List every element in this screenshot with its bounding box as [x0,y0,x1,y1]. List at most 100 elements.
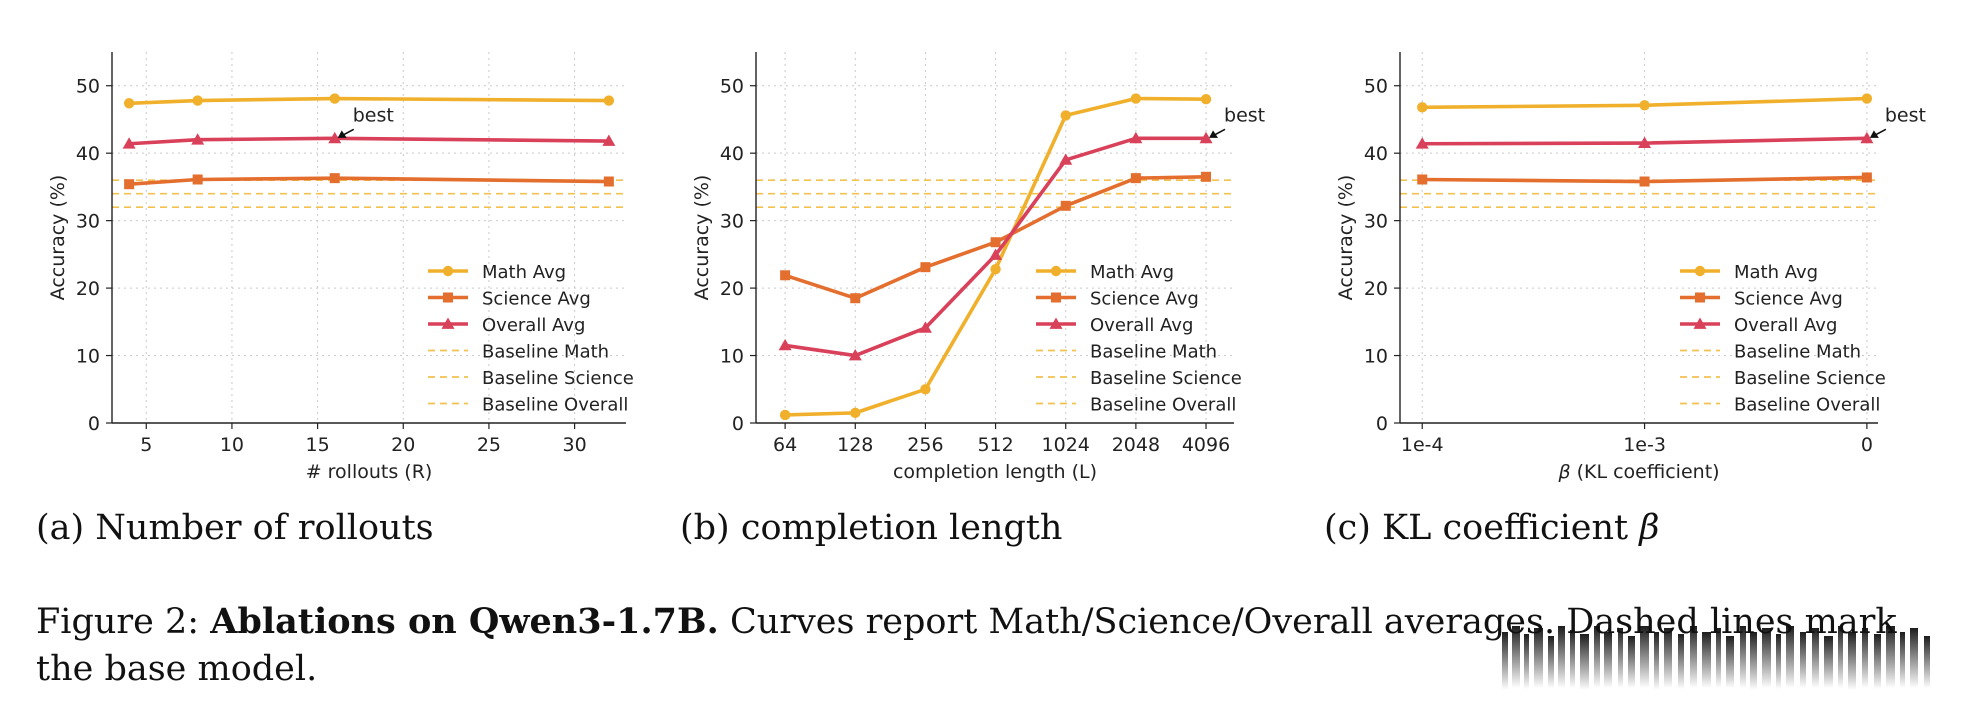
series-math [1417,93,1873,113]
subcaption-c-text: (c) KL coefficient [1324,508,1629,548]
y-axis-label: Accuracy (%) [691,175,713,301]
x-tick-label-1: 10 [220,434,244,456]
y-tick-label-0: 0 [88,413,100,435]
watermark-graphic [1502,626,1930,690]
series-line-science [127,176,611,187]
y-tick-label-0: 0 [1376,413,1388,435]
legend-label-science: Science Avg [1734,289,1843,310]
data-point-science-0 [124,179,135,190]
legend-label-baseline-1: Baseline Science [1734,368,1886,389]
annotation-arrowhead [1209,130,1219,138]
y-tick-label-0: 0 [732,413,744,435]
y-tick-label-3: 30 [720,211,744,233]
data-point-science-4 [1060,200,1071,211]
data-point-overall-0 [1415,137,1429,149]
legend-marker-math [442,265,454,277]
legend-label-science: Science Avg [1090,289,1199,310]
x-tick-label-6: 4096 [1182,434,1230,456]
data-point-math-3 [603,95,615,106]
x-axis-label: β (KL coefficient) [1557,461,1719,483]
data-point-math-6 [1200,94,1212,105]
data-point-science-2 [1861,172,1872,183]
x-tick-label-2: 15 [306,434,330,456]
data-point-math-0 [123,98,135,109]
data-point-overall-0 [122,137,136,149]
series-line-math [127,96,611,106]
chart-c: 1e-4 1e-3 0 0 10 20 30 40 50 Accuracy (%) β (KL co… [1335,52,1926,483]
legend-label-baseline-0: Baseline Math [482,342,609,363]
legend-marker-overall [1693,317,1707,329]
legend-label-science: Science Avg [482,289,591,310]
y-tick-label-3: 30 [76,211,100,233]
series-math [123,93,615,109]
legend: Math Avg Science Avg Overall Avg Baseline M… [428,262,634,416]
legend-label-baseline-1: Baseline Science [1090,368,1242,389]
legend-marker-math [1694,265,1706,277]
y-tick-label-2: 20 [720,278,744,300]
x-tick-label-5: 30 [563,434,587,456]
y-tick-label-1: 10 [720,346,744,368]
annotation-arrowhead [1869,130,1879,138]
data-point-math-4 [1060,110,1071,121]
data-point-science-1 [850,293,861,304]
legend-label-baseline-2: Baseline Overall [482,395,628,416]
data-point-math-2 [1861,93,1873,104]
data-point-science-6 [1201,171,1212,182]
data-point-math-0 [779,409,791,421]
subcaption-a: (a) Number of rollouts [36,508,434,548]
x-tick-label-0: 5 [140,434,152,456]
x-tick-label-3: 512 [977,434,1013,456]
legend-marker-math [1050,265,1062,277]
data-point-overall-4 [1059,153,1073,165]
y-tick-label-4: 40 [76,143,100,165]
data-point-overall-2 [328,131,342,144]
y-tick-label-5: 50 [76,76,100,98]
legend-marker-science [1695,292,1705,303]
chart-b: 64 128 256 512 1024 2048 4096 0 10 20 30 40 50 Accura… [691,52,1265,483]
subcaption-b: (b) completion length [680,508,1063,548]
data-point-science-3 [603,176,614,187]
x-tick-label-0: 1e-4 [1401,434,1444,456]
legend-marker-science [1051,292,1061,303]
data-point-science-0 [780,270,791,281]
y-tick-label-1: 10 [76,346,100,368]
series-science [780,171,1212,304]
annotation-best: best [1224,104,1265,126]
x-axis-label: completion length (L) [893,461,1097,483]
legend: Math Avg Science Avg Overall Avg Baseline M… [1036,262,1242,416]
legend-label-baseline-2: Baseline Overall [1090,395,1236,416]
x-tick-label-1: 128 [837,434,873,456]
y-axis-label: Accuracy (%) [47,175,69,301]
data-point-overall-6 [1199,131,1213,144]
legend-label-baseline-1: Baseline Science [482,368,634,389]
gridlines [112,52,626,423]
series-overall [122,131,616,149]
subcaption-c-beta: β [1639,508,1660,548]
data-point-science-3 [990,237,1001,248]
x-tick-label-0: 64 [773,434,797,456]
data-point-science-2 [920,262,931,273]
x-tick-label-2: 0 [1861,434,1873,456]
x-tick-label-3: 20 [391,434,415,456]
data-point-math-1 [850,407,861,419]
data-point-math-1 [192,95,203,106]
y-tick-label-5: 50 [720,76,744,98]
series-science [1417,172,1872,187]
y-tick-label-4: 40 [1364,143,1388,165]
data-point-math-2 [920,384,931,395]
data-point-science-1 [192,174,203,185]
caption-title: Ablations on Qwen3-1.7B. [210,601,719,642]
data-point-math-5 [1130,93,1142,104]
data-point-overall-3 [989,248,1003,260]
y-tick-label-4: 40 [720,143,744,165]
chart-a: 5 10 15 20 25 30 0 10 20 30 40 50 Accuracy (%) # roll… [47,52,634,483]
x-tick-label-5: 2048 [1112,434,1160,456]
series-science [124,173,614,190]
data-point-math-0 [1417,102,1428,113]
data-point-overall-0 [778,338,792,351]
data-point-math-2 [329,93,340,104]
annotation-best: best [1885,104,1926,126]
legend-label-math: Math Avg [1734,262,1818,283]
legend: Math Avg Science Avg Overall Avg Baseline M… [1680,262,1886,416]
